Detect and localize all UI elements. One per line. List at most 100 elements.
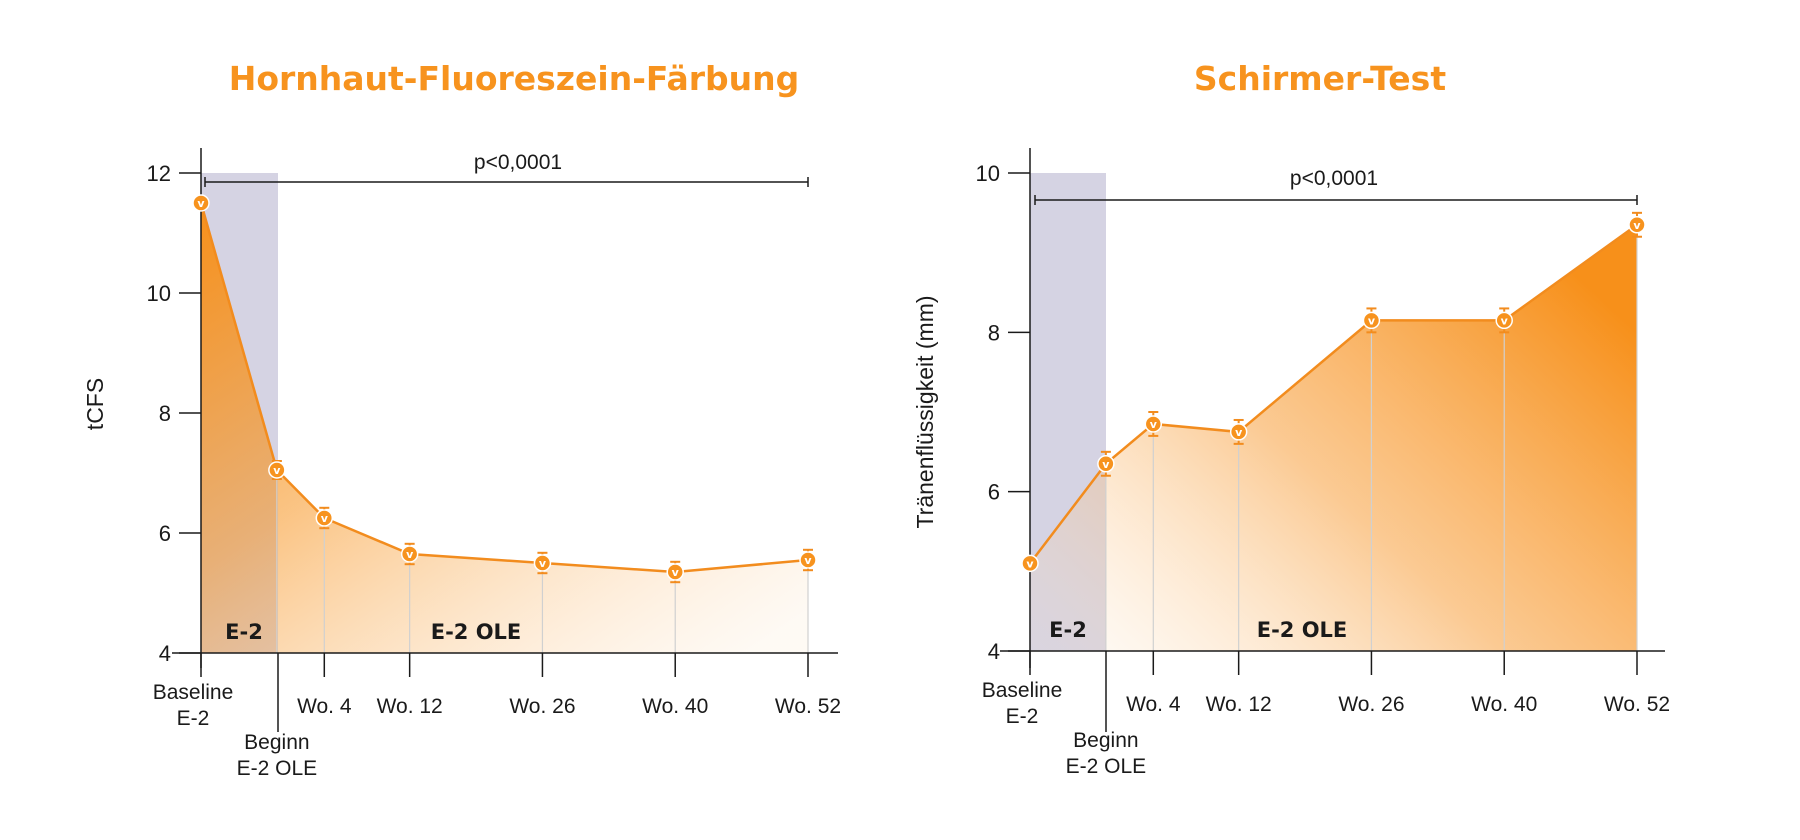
- data-point-marker: [1495, 311, 1513, 330]
- x-axis-ticks: Baseline E-2 Beginn E-2 OLE Wo. 4 Wo. 12 Wo. 2…: [982, 651, 1670, 778]
- phase-label-e2: E-2: [1049, 618, 1087, 642]
- data-point-marker: [1628, 216, 1646, 234]
- data-point-glyph: v: [539, 557, 547, 570]
- y-tick-label: 10: [147, 281, 171, 306]
- data-point-glyph: v: [406, 548, 414, 561]
- y-axis-ticks: 4 6 8 10 12: [147, 161, 201, 666]
- data-point-marker: [315, 509, 334, 527]
- phase-label-ole: E-2 OLE: [431, 620, 522, 644]
- y-tick: 12: [147, 161, 201, 186]
- data-point-glyph: v: [1026, 557, 1034, 570]
- data-point-glyph: v: [1633, 219, 1641, 232]
- y-tick: 8: [159, 401, 201, 426]
- significance-label: p<0,0001: [1290, 167, 1378, 190]
- x-tick-label: Baseline: [982, 679, 1063, 702]
- x-tick: Baseline E-2: [982, 651, 1063, 728]
- x-tick: Beginn E-2 OLE: [237, 731, 318, 780]
- x-tick: Wo. 12: [1206, 651, 1272, 716]
- data-point-marker: [666, 563, 684, 581]
- data-point-glyph: v: [672, 566, 680, 579]
- data-point: v: [268, 460, 286, 480]
- x-tick: Wo. 52: [1604, 651, 1670, 716]
- y-tick: 6: [988, 480, 1030, 505]
- x-tick-label: Wo. 12: [1206, 693, 1272, 716]
- data-point-glyph: v: [197, 197, 205, 210]
- x-tick: Wo. 12: [377, 653, 443, 718]
- chart-corneal-staining: Hornhaut-Fluoreszein-Färbung tCFS 4 6 8 10 1…: [82, 59, 841, 780]
- y-tick: 10: [976, 161, 1030, 186]
- drop-lines: [1105, 224, 1638, 651]
- significance-bracket: p<0,0001: [1034, 167, 1638, 205]
- x-tick-label: Wo. 40: [1471, 693, 1537, 716]
- data-point-glyph: v: [1102, 458, 1110, 471]
- x-tick: Wo. 4: [1126, 651, 1181, 716]
- y-tick: 8: [988, 320, 1030, 345]
- data-point-glyph: v: [273, 464, 281, 477]
- data-point: v: [1628, 211, 1646, 238]
- data-point-glyph: v: [1150, 418, 1158, 431]
- data-point-marker: [1229, 423, 1248, 441]
- x-axis-ticks: Baseline E-2 Beginn E-2 OLE Wo. 4 Wo. 12 Wo. 2…: [153, 653, 841, 780]
- chart-title: Hornhaut-Fluoreszein-Färbung: [229, 59, 800, 98]
- data-point-glyph: v: [1235, 426, 1243, 439]
- x-tick-label: E-2 OLE: [1066, 755, 1147, 778]
- y-tick-label: 6: [159, 521, 171, 546]
- data-point-glyph: v: [321, 512, 329, 525]
- data-point: v: [1097, 450, 1115, 477]
- chart-schirmer-test: Schirmer-Test Tränenflüssigkeit (mm) 4 6 8…: [912, 59, 1670, 778]
- data-point: v: [1362, 307, 1381, 334]
- x-tick-label: Wo. 4: [297, 695, 352, 718]
- data-point: v: [666, 560, 684, 584]
- data-point-marker: [400, 545, 419, 563]
- x-tick-label: E-2: [1006, 705, 1039, 728]
- y-tick: 4: [159, 641, 201, 666]
- x-tick: Wo. 52: [775, 653, 841, 718]
- x-tick: Wo. 40: [1471, 651, 1537, 716]
- data-point-marker: [268, 461, 286, 479]
- data-point-marker: [192, 194, 210, 212]
- y-tick-label: 12: [147, 161, 171, 186]
- y-tick-label: 6: [988, 480, 1000, 505]
- data-point-glyph: v: [1368, 314, 1376, 327]
- x-tick-label: Wo. 26: [1338, 693, 1404, 716]
- x-tick-label: Baseline: [153, 681, 234, 704]
- x-tick: Baseline E-2: [153, 653, 234, 730]
- data-point-marker: [1097, 455, 1115, 473]
- data-point: v: [192, 194, 210, 212]
- data-point: v: [1229, 418, 1248, 445]
- x-tick-label: Wo. 52: [775, 695, 841, 718]
- data-point-glyph: v: [1501, 314, 1509, 327]
- y-axis-ticks: 4 6 8 10: [976, 161, 1030, 664]
- y-tick-label: 10: [976, 161, 1000, 186]
- data-point-marker: [1021, 554, 1039, 573]
- data-point: v: [1021, 554, 1039, 573]
- x-tick: Wo. 4: [297, 653, 352, 718]
- data-point-marker: [533, 554, 552, 572]
- data-area: [1030, 224, 1637, 652]
- y-tick: 6: [159, 521, 201, 546]
- phase-label-ole: E-2 OLE: [1257, 618, 1348, 642]
- x-tick-label: E-2: [177, 707, 210, 730]
- data-point-marker: [1144, 415, 1163, 433]
- y-tick: 10: [147, 281, 201, 306]
- x-tick-label: Wo. 12: [377, 695, 443, 718]
- y-tick-label: 4: [159, 641, 171, 666]
- x-tick-label: Wo. 40: [642, 695, 708, 718]
- drop-lines: [276, 470, 809, 653]
- data-point-marker: [799, 551, 817, 569]
- y-tick-label: 8: [988, 320, 1000, 345]
- data-point: v: [799, 548, 817, 572]
- x-tick-label: Wo. 26: [509, 695, 575, 718]
- x-tick: Wo. 26: [509, 653, 576, 718]
- data-point-glyph: v: [804, 554, 812, 567]
- significance-label: p<0,0001: [474, 151, 562, 174]
- data-point: v: [533, 551, 552, 575]
- data-point: v: [315, 506, 334, 530]
- data-markers: v v v v v v v: [192, 194, 817, 584]
- x-tick-label: Wo. 52: [1604, 693, 1670, 716]
- x-tick-label: Wo. 4: [1126, 693, 1181, 716]
- x-tick-label: Beginn: [244, 731, 309, 754]
- x-tick-label: Beginn: [1073, 729, 1138, 752]
- x-tick-label: E-2 OLE: [237, 757, 318, 780]
